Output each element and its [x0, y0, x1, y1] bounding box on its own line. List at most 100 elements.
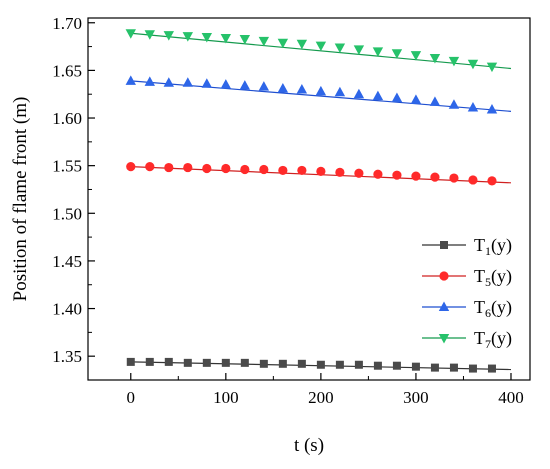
data-point	[163, 77, 174, 87]
legend: T1(y) T5(y) T6(y) T7(y)	[422, 235, 512, 351]
data-point	[467, 102, 479, 112]
data-point	[449, 173, 459, 183]
data-point	[392, 361, 401, 370]
data-point	[316, 166, 326, 176]
data-point	[297, 359, 306, 368]
series-2	[126, 162, 512, 186]
data-point	[315, 85, 327, 96]
data-point	[429, 54, 441, 64]
y-tick-label: 1.65	[52, 61, 82, 80]
y-tick-label: 1.40	[52, 300, 82, 319]
data-point	[258, 81, 270, 91]
data-point	[164, 357, 173, 366]
data-point	[278, 165, 288, 176]
data-point	[144, 30, 155, 40]
legend-label: T7(y)	[474, 328, 512, 351]
data-point	[259, 164, 269, 175]
legend-marker	[440, 241, 448, 249]
data-point	[220, 34, 232, 44]
data-point	[334, 86, 346, 97]
plot-frame	[87, 17, 531, 381]
data-point	[335, 167, 345, 177]
data-point	[315, 41, 327, 52]
data-point	[410, 94, 422, 104]
series-layer	[125, 29, 512, 373]
data-point	[430, 363, 439, 372]
data-point	[145, 357, 154, 366]
data-point	[125, 75, 136, 85]
data-point	[411, 171, 421, 181]
y-tick-label: 1.35	[52, 347, 82, 366]
legend-marker	[439, 271, 449, 281]
series-4	[125, 29, 512, 73]
data-point	[353, 88, 365, 99]
x-tick-label: 400	[498, 388, 524, 407]
data-point	[296, 39, 308, 50]
legend-entry: T7(y)	[422, 328, 512, 351]
data-point	[392, 170, 402, 180]
data-point	[486, 62, 498, 73]
x-tick-label: 0	[127, 388, 136, 407]
data-point	[259, 359, 268, 368]
data-point	[316, 360, 325, 369]
data-point	[163, 31, 174, 41]
legend-entry: T6(y)	[422, 297, 512, 320]
data-point	[487, 176, 497, 186]
data-point	[335, 360, 344, 369]
data-point	[202, 358, 211, 367]
data-point	[258, 36, 270, 47]
data-point	[448, 56, 460, 67]
data-point	[278, 359, 287, 368]
data-point	[126, 162, 136, 172]
data-point	[240, 358, 249, 367]
legend-entry: T1(y)	[422, 235, 512, 258]
legend-label: T5(y)	[474, 266, 512, 289]
data-point	[201, 78, 213, 88]
x-tick-label: 100	[213, 388, 239, 407]
axes: 0 100 200 300 400 1.35 1.40 1.45 1.50 1.55 1.60 1.6…	[52, 14, 523, 407]
data-point	[354, 360, 363, 369]
data-point	[221, 163, 231, 174]
data-point	[372, 90, 384, 101]
data-point	[182, 77, 194, 87]
data-point	[486, 103, 498, 114]
legend-marker	[438, 301, 450, 311]
x-tick-label: 200	[308, 388, 334, 407]
data-point	[220, 79, 232, 89]
data-point	[467, 59, 479, 70]
data-point	[239, 80, 251, 90]
y-tick-label: 1.50	[52, 204, 82, 223]
data-point	[391, 49, 403, 59]
data-point	[373, 361, 382, 370]
data-point	[164, 162, 174, 173]
data-point	[202, 163, 212, 174]
legend-label: T6(y)	[474, 297, 512, 320]
data-point	[391, 92, 403, 103]
x-axis-title: t (s)	[294, 435, 324, 456]
data-point	[125, 29, 136, 39]
data-point	[297, 165, 307, 176]
data-point	[373, 169, 383, 179]
data-point	[372, 47, 384, 57]
data-point	[277, 82, 289, 93]
data-point	[126, 357, 135, 366]
series-1	[126, 357, 512, 373]
data-point	[468, 364, 477, 373]
data-point	[182, 32, 194, 42]
data-point	[145, 162, 155, 172]
data-point	[296, 83, 308, 94]
data-point	[240, 164, 250, 175]
data-point	[183, 358, 192, 367]
legend-label: T1(y)	[474, 235, 512, 258]
data-point	[448, 99, 460, 109]
data-point	[410, 51, 422, 61]
data-point	[411, 362, 420, 371]
legend-marker	[438, 334, 450, 344]
y-tick-label: 1.45	[52, 252, 82, 271]
data-point	[201, 33, 213, 43]
data-point	[468, 175, 478, 185]
data-point	[239, 34, 251, 45]
data-point	[334, 43, 346, 54]
data-point	[183, 162, 193, 173]
